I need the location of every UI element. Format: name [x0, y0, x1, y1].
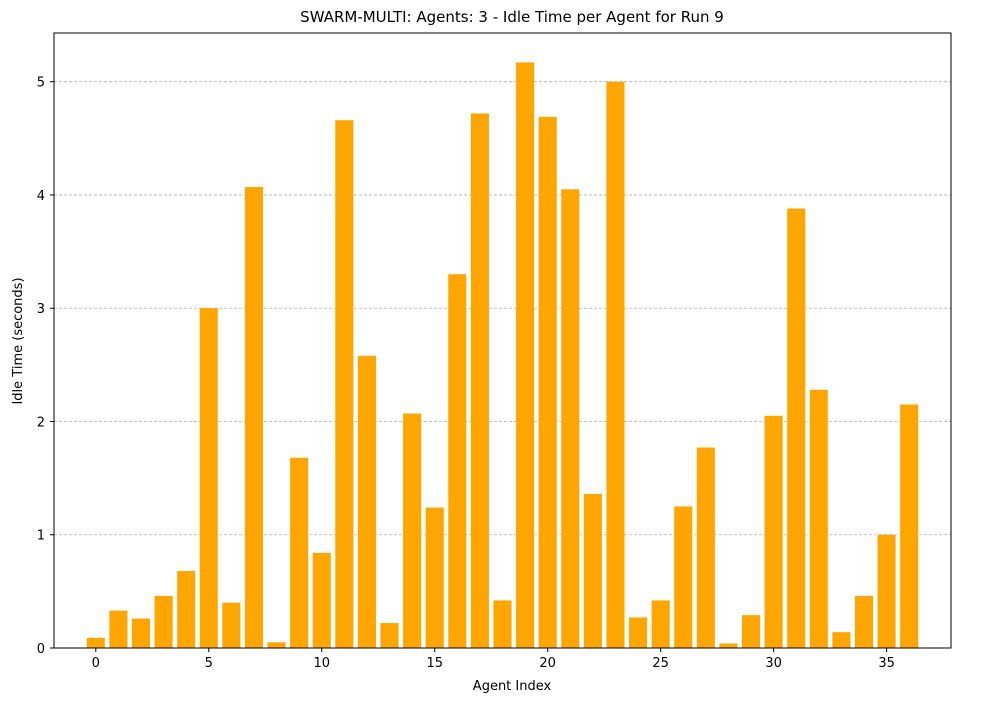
bar [425, 507, 444, 648]
bar [900, 404, 919, 648]
x-tick-label: 20 [539, 656, 556, 671]
x-tick-label: 10 [313, 656, 330, 671]
bar [109, 610, 128, 648]
bar [222, 602, 241, 648]
bar [131, 618, 151, 648]
bar [719, 643, 738, 648]
bar [561, 189, 580, 648]
bar [267, 642, 286, 648]
y-axis-label: Idle Time (seconds) [11, 277, 26, 404]
y-tick-label: 0 [37, 642, 45, 657]
bar [742, 615, 761, 648]
bar [177, 570, 196, 648]
bar [448, 274, 467, 648]
bar [470, 113, 489, 648]
bar [651, 600, 670, 648]
y-tick-label: 5 [37, 76, 45, 91]
y-tick-label: 2 [37, 415, 45, 430]
bar [154, 595, 173, 648]
bar [86, 637, 105, 648]
x-axis-ticks: 0 5 10 15 20 25 30 35 [92, 648, 895, 671]
bar [606, 81, 625, 648]
bar [764, 415, 783, 648]
plot-frame [53, 32, 952, 649]
y-tick-label: 3 [37, 302, 45, 317]
bar [674, 506, 693, 648]
bar [696, 447, 715, 648]
bar [583, 493, 602, 648]
bar [809, 389, 828, 648]
x-tick-label: 35 [878, 656, 895, 671]
x-tick-label: 15 [426, 656, 443, 671]
bar [335, 120, 354, 648]
bar [629, 617, 648, 648]
x-tick-label: 0 [92, 656, 100, 671]
bar [380, 623, 399, 648]
bar [312, 552, 331, 648]
bar [877, 534, 896, 648]
bar [538, 116, 557, 649]
x-axis-label: Agent Index [473, 679, 552, 694]
x-tick-label: 30 [765, 656, 782, 671]
bar [244, 187, 263, 648]
y-tick-label: 1 [37, 529, 45, 544]
y-axis-ticks: 0 1 2 3 4 5 [37, 76, 54, 657]
bar [787, 208, 806, 648]
bar [403, 413, 422, 648]
bar [290, 457, 309, 648]
x-tick-label: 25 [652, 656, 669, 671]
y-tick-label: 4 [37, 189, 45, 204]
bar [199, 308, 218, 648]
chart-title: SWARM-MULTI: Agents: 3 - Idle Time per A… [300, 8, 724, 26]
x-tick-label: 5 [205, 656, 213, 671]
bar [854, 595, 874, 648]
bar [493, 600, 512, 648]
bars-group [86, 62, 919, 649]
bar [357, 355, 376, 648]
bar [832, 632, 851, 648]
bar [516, 62, 535, 649]
